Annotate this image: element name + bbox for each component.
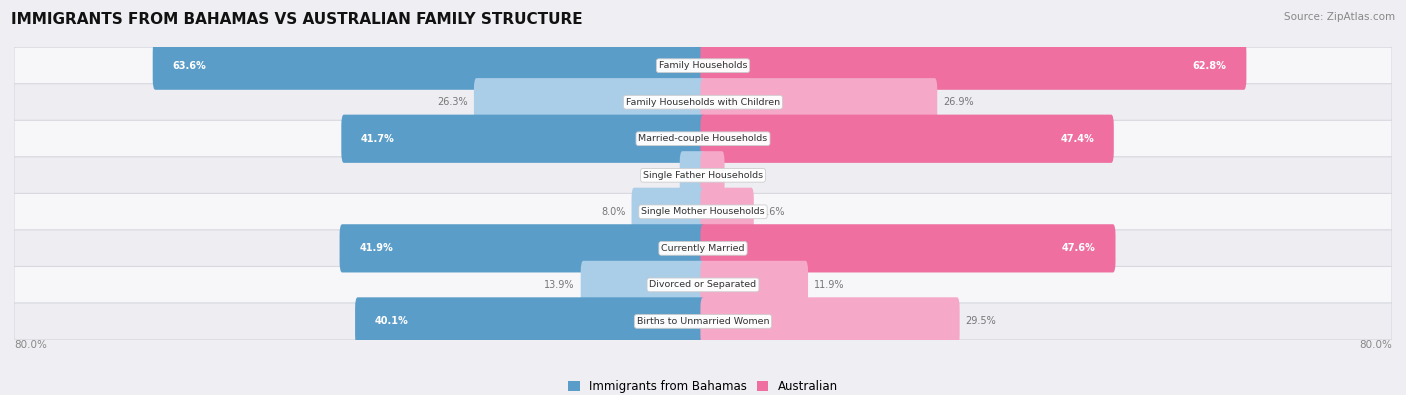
FancyBboxPatch shape	[14, 157, 1392, 194]
Text: 29.5%: 29.5%	[966, 316, 997, 326]
FancyBboxPatch shape	[14, 120, 1392, 157]
Text: Family Households with Children: Family Households with Children	[626, 98, 780, 107]
Text: 2.4%: 2.4%	[650, 170, 673, 180]
Text: Currently Married: Currently Married	[661, 244, 745, 253]
FancyBboxPatch shape	[700, 41, 1246, 90]
Text: 41.9%: 41.9%	[360, 243, 394, 253]
Text: 47.4%: 47.4%	[1060, 134, 1094, 144]
FancyBboxPatch shape	[700, 78, 938, 126]
Text: Single Mother Households: Single Mother Households	[641, 207, 765, 216]
FancyBboxPatch shape	[474, 78, 706, 126]
Text: Births to Unmarried Women: Births to Unmarried Women	[637, 317, 769, 326]
FancyBboxPatch shape	[14, 303, 1392, 340]
Text: 47.6%: 47.6%	[1062, 243, 1095, 253]
FancyBboxPatch shape	[679, 151, 706, 199]
FancyBboxPatch shape	[340, 224, 706, 273]
FancyBboxPatch shape	[14, 84, 1392, 120]
FancyBboxPatch shape	[14, 194, 1392, 230]
FancyBboxPatch shape	[700, 115, 1114, 163]
Text: 5.6%: 5.6%	[759, 207, 785, 217]
Text: 26.9%: 26.9%	[943, 97, 974, 107]
Text: Family Households: Family Households	[659, 61, 747, 70]
FancyBboxPatch shape	[700, 297, 960, 346]
Text: Married-couple Households: Married-couple Households	[638, 134, 768, 143]
Text: 80.0%: 80.0%	[14, 340, 46, 350]
Text: 11.9%: 11.9%	[814, 280, 845, 290]
FancyBboxPatch shape	[14, 230, 1392, 267]
FancyBboxPatch shape	[342, 115, 706, 163]
Text: 26.3%: 26.3%	[437, 97, 468, 107]
FancyBboxPatch shape	[631, 188, 706, 236]
Text: 13.9%: 13.9%	[544, 280, 575, 290]
Text: Single Father Households: Single Father Households	[643, 171, 763, 180]
FancyBboxPatch shape	[700, 224, 1115, 273]
FancyBboxPatch shape	[14, 47, 1392, 84]
FancyBboxPatch shape	[356, 297, 706, 346]
FancyBboxPatch shape	[581, 261, 706, 309]
FancyBboxPatch shape	[14, 267, 1392, 303]
Text: 80.0%: 80.0%	[1360, 340, 1392, 350]
Text: 8.0%: 8.0%	[602, 207, 626, 217]
FancyBboxPatch shape	[153, 41, 706, 90]
Legend: Immigrants from Bahamas, Australian: Immigrants from Bahamas, Australian	[564, 376, 842, 395]
FancyBboxPatch shape	[700, 261, 808, 309]
Text: Source: ZipAtlas.com: Source: ZipAtlas.com	[1284, 12, 1395, 22]
FancyBboxPatch shape	[700, 188, 754, 236]
FancyBboxPatch shape	[700, 151, 724, 199]
Text: Divorced or Separated: Divorced or Separated	[650, 280, 756, 290]
Text: 62.8%: 62.8%	[1192, 61, 1226, 71]
Text: 2.2%: 2.2%	[731, 170, 755, 180]
Text: IMMIGRANTS FROM BAHAMAS VS AUSTRALIAN FAMILY STRUCTURE: IMMIGRANTS FROM BAHAMAS VS AUSTRALIAN FA…	[11, 12, 583, 27]
Text: 41.7%: 41.7%	[361, 134, 395, 144]
Text: 63.6%: 63.6%	[173, 61, 207, 71]
Text: 40.1%: 40.1%	[375, 316, 409, 326]
